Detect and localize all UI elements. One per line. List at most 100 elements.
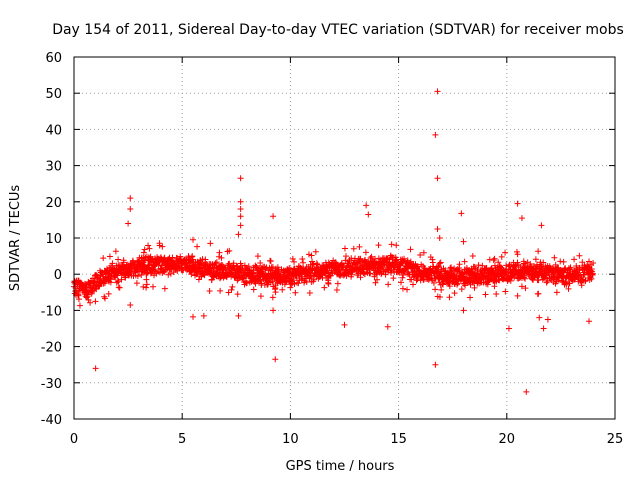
spread-point [355,270,362,277]
band-point [267,266,274,273]
spread-point [101,295,108,302]
outlier-point [341,321,348,328]
spread-point [524,264,531,271]
outlier-point [92,365,99,372]
spread-point [410,261,417,268]
outlier-point [432,131,439,138]
spread-point [250,275,257,282]
spread-point [551,254,558,261]
spread-point [490,257,497,264]
spread-point [456,261,463,268]
x-axis-label: GPS time / hours [286,459,395,474]
spread-point [584,262,591,269]
spread-point [486,256,493,263]
spread-point [272,289,279,296]
spread-point [458,286,465,293]
spread-point [262,265,269,272]
spread-point [206,287,213,294]
spread-point [146,245,153,252]
spread-point [361,271,368,278]
spread-point [115,284,122,291]
spread-point [383,255,390,262]
spread-point [216,264,223,271]
spread-point [491,283,498,290]
spread-point [242,278,249,285]
spread-point [471,284,478,291]
spread-point [436,272,443,279]
spread-point [493,290,500,297]
spread-point [532,256,539,263]
spread-point [385,281,392,288]
band-point [367,255,374,262]
band-point [295,280,302,287]
spread-point [87,299,94,306]
spread-point [269,294,276,301]
outlier-point [514,292,521,299]
spread-point [118,276,125,283]
spread-point [483,272,490,279]
spread-point [350,245,357,252]
band-point [544,278,551,285]
band-point [430,279,437,286]
band-point [313,260,320,267]
outlier-point [518,215,525,222]
spread-point [553,289,560,296]
spread-point [296,270,303,277]
outlier-point [458,210,465,217]
spread-point [435,268,442,275]
spread-point [567,266,574,273]
spread-point [289,255,296,262]
spread-point [202,267,209,274]
spread-point [151,272,158,279]
spread-point [438,286,445,293]
band-point [120,259,127,266]
spread-point [143,276,150,283]
spread-point [371,273,378,280]
spread-point [485,278,492,285]
y-tick-label: -20 [41,341,62,356]
outlier-point [127,301,134,308]
spread-point [502,249,509,256]
spread-point [557,258,564,265]
spread-point [105,290,112,297]
spread-point [71,290,78,297]
spread-point [143,253,150,260]
outlier-point [399,285,406,292]
band-point [74,291,81,298]
spread-point [404,257,411,264]
spread-point [479,262,486,269]
outlier-point [460,238,467,245]
spread-point [413,270,420,277]
spread-point [393,242,400,249]
spread-point [133,280,140,287]
band-point [151,267,158,274]
spread-point [321,284,328,291]
band-point [354,272,361,279]
spread-point [332,267,339,274]
spread-point [576,252,583,259]
outlier-point [514,251,521,258]
y-tick-label: 20 [45,196,62,211]
outlier-point [544,316,551,323]
outlier-point [432,361,439,368]
chart-title: Day 154 of 2011, Sidereal Day-to-day VTE… [52,22,624,38]
band-point [257,277,264,284]
spread-point [555,273,562,280]
band-point [538,266,545,273]
spread-point [229,283,236,290]
outlier-point [235,231,242,238]
outlier-point [235,312,242,319]
spread-point [390,275,397,282]
outlier-point [161,285,168,292]
band-point [134,273,141,280]
outlier-point [200,312,207,319]
y-tick-label: -10 [41,304,62,319]
band-point [521,274,528,281]
spread-point [75,296,82,303]
band-point [405,270,412,277]
x-tick-label: 0 [70,432,78,447]
outlier-point [190,313,197,320]
spread-point [102,267,109,274]
spread-point [204,265,211,272]
x-tick-label: 25 [607,432,624,447]
